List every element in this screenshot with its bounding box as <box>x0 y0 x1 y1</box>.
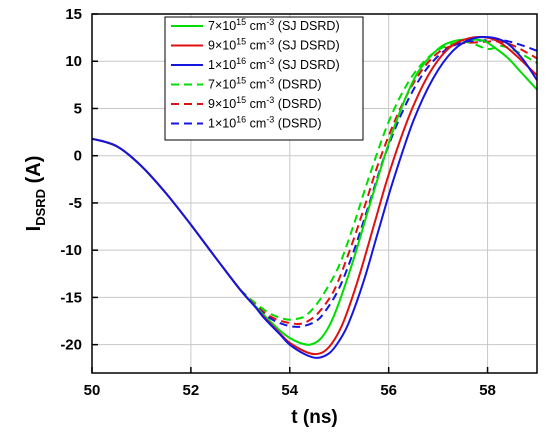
legend-entry-1: 7×1015 cm-3 (SJ DSRD) <box>208 17 340 33</box>
y-tick-label: 10 <box>65 53 82 70</box>
legend-text-part: 1×10 <box>208 117 236 131</box>
series-line-5 <box>239 40 537 325</box>
legend-text-part: (SJ DSRD) <box>274 58 339 72</box>
series-line-4 <box>239 41 537 321</box>
x-axis-label: t (ns) <box>291 407 337 428</box>
legend-text-part: (SJ DSRD) <box>274 19 339 33</box>
legend-superscript: 15 <box>236 76 246 86</box>
legend-text-part: 9×10 <box>208 39 236 53</box>
y-axis-label-sub: DSRD <box>33 189 48 226</box>
legend-text-part: 9×10 <box>208 97 236 111</box>
legend-superscript: -3 <box>266 95 274 105</box>
series-line-6 <box>239 38 537 328</box>
y-tick-label: 0 <box>74 148 82 165</box>
y-axis-label: IDSRD (A) <box>23 156 48 232</box>
legend-entry-3: 1×1016 cm-3 (SJ DSRD) <box>208 56 340 72</box>
y-tick-label: 5 <box>74 100 82 117</box>
legend-superscript: 16 <box>236 56 246 66</box>
legend-superscript: -3 <box>266 56 274 66</box>
legend-superscript: -3 <box>266 37 274 47</box>
legend-box <box>164 16 364 141</box>
x-tick-label: 54 <box>281 382 298 399</box>
y-tick-label: -10 <box>60 242 82 259</box>
plot-frame <box>91 13 538 374</box>
y-tick-label: -15 <box>60 289 82 306</box>
legend-text-part: 7×10 <box>208 19 236 33</box>
legend-superscript: 15 <box>236 95 246 105</box>
x-tick-label: 50 <box>84 382 101 399</box>
legend-superscript: -3 <box>266 17 274 27</box>
legend-text-part: cm <box>246 58 266 72</box>
legend-text-part: cm <box>246 117 266 131</box>
legend-entry-4: 7×1015 cm-3 (DSRD) <box>208 76 322 92</box>
x-tick-label: 56 <box>380 382 397 399</box>
legend-entry-2: 9×1015 cm-3 (SJ DSRD) <box>208 37 340 53</box>
series-line-3 <box>92 35 537 359</box>
legend-text-part: cm <box>246 39 266 53</box>
legend-text-part: cm <box>246 78 266 92</box>
legend: 7×1015 cm-3 (SJ DSRD)9×1015 cm-3 (SJ DSR… <box>164 16 364 141</box>
y-axis-label-main: I <box>23 226 45 232</box>
legend-text-part: 7×10 <box>208 78 236 92</box>
legend-superscript: -3 <box>266 115 274 125</box>
legend-superscript: 15 <box>236 37 246 47</box>
legend-entry-5: 9×1015 cm-3 (DSRD) <box>208 95 322 111</box>
legend-entry-6: 1×1016 cm-3 (DSRD) <box>208 115 322 131</box>
legend-text-part: (DSRD) <box>274 97 321 111</box>
legend-text-part: cm <box>246 19 266 33</box>
y-tick-label: -20 <box>60 337 82 354</box>
legend-text-part: (DSRD) <box>274 117 321 131</box>
legend-text-part: cm <box>246 97 266 111</box>
legend-superscript: -3 <box>266 76 274 86</box>
series-lines <box>92 35 537 359</box>
y-tick-label: -5 <box>69 195 82 212</box>
y-tick-label: 15 <box>65 6 82 23</box>
x-tick-label: 52 <box>183 382 200 399</box>
legend-superscript: 15 <box>236 17 246 27</box>
legend-text-part: (DSRD) <box>274 78 321 92</box>
y-axis-label-unit: (A) <box>23 156 45 189</box>
legend-superscript: 16 <box>236 115 246 125</box>
legend-text-part: 1×10 <box>208 58 236 72</box>
x-tick-label: 58 <box>479 382 496 399</box>
legend-text-part: (SJ DSRD) <box>274 39 339 53</box>
